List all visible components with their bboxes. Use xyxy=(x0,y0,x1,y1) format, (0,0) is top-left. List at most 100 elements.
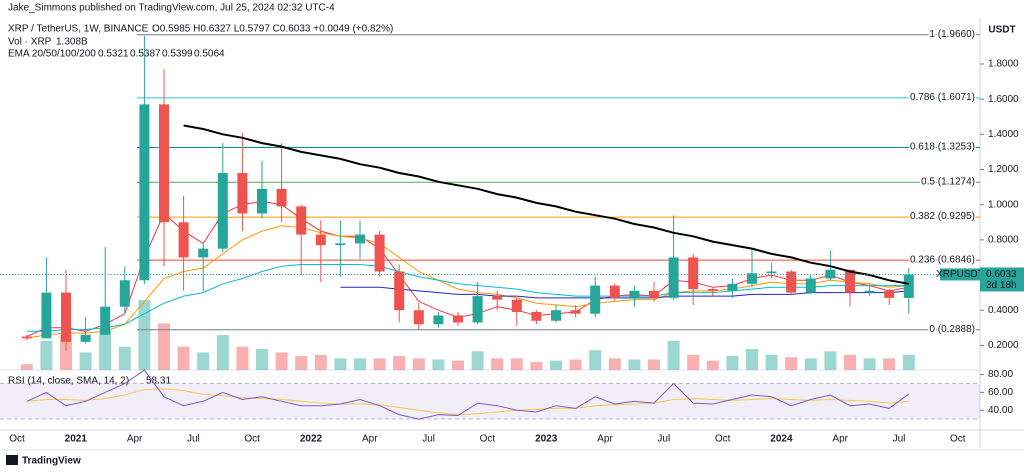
x-tick-label: 2022 xyxy=(300,434,323,445)
candle-body xyxy=(453,315,463,323)
footer-brand: TradingView xyxy=(22,456,81,467)
rsi-line xyxy=(26,369,910,420)
y-tick-label: 1.6000 xyxy=(988,94,1019,105)
volume-bar xyxy=(667,340,680,370)
volume-bar xyxy=(491,358,504,370)
candle-body xyxy=(845,269,855,293)
volume-bar xyxy=(275,352,288,370)
candle-body xyxy=(80,334,91,342)
candle-body xyxy=(178,222,189,258)
volume-bar xyxy=(334,358,347,370)
volume-bar xyxy=(785,357,798,370)
volume-bar xyxy=(177,346,190,370)
axis-title: USDT xyxy=(988,25,1015,36)
x-tick-label: Oct xyxy=(715,434,731,445)
y-tick-label: 1.8000 xyxy=(988,59,1019,70)
volume-bar xyxy=(236,346,249,370)
rsi-ma-line xyxy=(26,388,909,416)
price-tag-symbol: XRPUSDT xyxy=(936,269,984,280)
candle-body xyxy=(629,290,640,298)
symbol: XRP / TetherUS, 1W, BINANCE xyxy=(8,24,149,35)
candle-body xyxy=(472,296,483,323)
volume-bar xyxy=(314,354,327,370)
x-tick-label: Oct xyxy=(480,434,496,445)
candle-body xyxy=(786,271,797,293)
candle-body xyxy=(237,173,248,214)
y-tick-label: 0.2000 xyxy=(988,340,1019,351)
ema-line xyxy=(26,264,909,332)
volume-bar xyxy=(373,358,386,370)
candle-body xyxy=(61,292,71,342)
candle-body xyxy=(198,248,209,258)
volume-bar xyxy=(628,359,641,370)
volume-bar xyxy=(256,349,268,370)
ema-label: EMA 20/50/100/200 xyxy=(8,49,96,60)
volume-bar xyxy=(706,360,719,370)
logo-mark xyxy=(6,455,18,465)
volume-bar xyxy=(804,358,817,370)
y-tick-label: 1.2000 xyxy=(988,164,1019,175)
candle-body xyxy=(805,278,816,293)
rsi-tick-label: 60.00 xyxy=(988,387,1013,398)
candle-body xyxy=(159,104,169,223)
candle-body xyxy=(335,243,346,246)
volume-bar xyxy=(471,351,484,370)
fib-label: 0.618 (1.3253) xyxy=(910,142,975,153)
price-tag-symbol-box xyxy=(940,268,980,281)
candle-body xyxy=(296,206,307,235)
candle-body xyxy=(394,271,405,311)
x-tick-label: 2024 xyxy=(770,434,793,445)
candle-body xyxy=(668,257,679,298)
author: Jake_Simmons published on TradingView.co… xyxy=(8,3,335,14)
volume-bar xyxy=(295,356,308,370)
fib-label: 0.236 (0.6846) xyxy=(910,254,975,265)
x-tick-label: Jul xyxy=(893,434,906,445)
candle-body xyxy=(257,188,267,214)
price-tag-value: 0.6033 xyxy=(986,269,1017,280)
volume-bar xyxy=(197,352,210,370)
volume-bar xyxy=(452,360,464,370)
volume-bar xyxy=(687,354,700,370)
x-tick-label: Apr xyxy=(362,434,378,445)
volume-bar xyxy=(216,335,229,370)
candle-body xyxy=(492,296,503,300)
volume-bar xyxy=(354,358,366,370)
fib-label: 1 (1.9660) xyxy=(929,29,975,40)
volume-bar xyxy=(883,358,896,370)
volume-bar xyxy=(432,359,445,370)
ema-last: 0.5399 xyxy=(162,49,193,60)
fib-label: 0 (0.2888) xyxy=(929,324,975,335)
candle-body xyxy=(41,292,52,339)
x-tick-label: Apr xyxy=(127,434,143,445)
volume-bar xyxy=(765,354,778,370)
y-tick-label: 1.4000 xyxy=(988,129,1019,140)
y-tick-label: 1.0000 xyxy=(988,199,1019,210)
candle-body xyxy=(747,273,757,284)
volume-bar xyxy=(902,354,915,370)
candle-body xyxy=(688,257,699,290)
volume-bar xyxy=(726,356,739,370)
rsi-last: 58.31 xyxy=(146,376,171,387)
candle-body xyxy=(609,285,620,298)
volume-bar xyxy=(60,335,72,370)
ema-line xyxy=(26,200,909,338)
volume-bar xyxy=(393,356,406,370)
candle-body xyxy=(551,310,561,321)
ema-last: 0.5064 xyxy=(194,49,225,60)
volume-bar xyxy=(118,346,131,370)
volume-bar xyxy=(138,300,151,370)
candle-body xyxy=(355,234,365,244)
volume-label: Vol · XRP xyxy=(8,37,52,48)
volume-bar xyxy=(40,340,53,370)
volume-bar xyxy=(844,354,856,370)
rsi-label: RSI (14, close, SMA, 14, 2) xyxy=(8,376,129,387)
candle-body xyxy=(139,104,150,281)
candle-body xyxy=(570,310,581,314)
candle-body xyxy=(119,280,130,307)
volume-bar xyxy=(99,329,112,370)
candle-body xyxy=(727,283,738,291)
candle-body xyxy=(864,290,875,293)
candle-body xyxy=(433,315,444,325)
